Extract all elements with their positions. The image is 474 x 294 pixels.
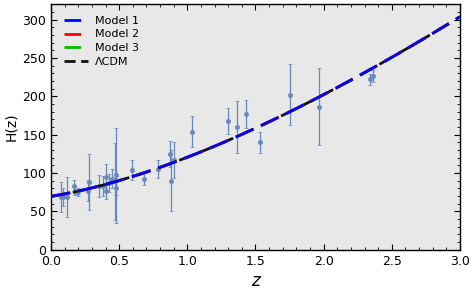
X-axis label: z: z (251, 272, 260, 290)
Y-axis label: H(z): H(z) (4, 113, 18, 141)
Legend: Model 1, Model 2, Model 3, ΛCDM: Model 1, Model 2, Model 3, ΛCDM (61, 12, 143, 71)
